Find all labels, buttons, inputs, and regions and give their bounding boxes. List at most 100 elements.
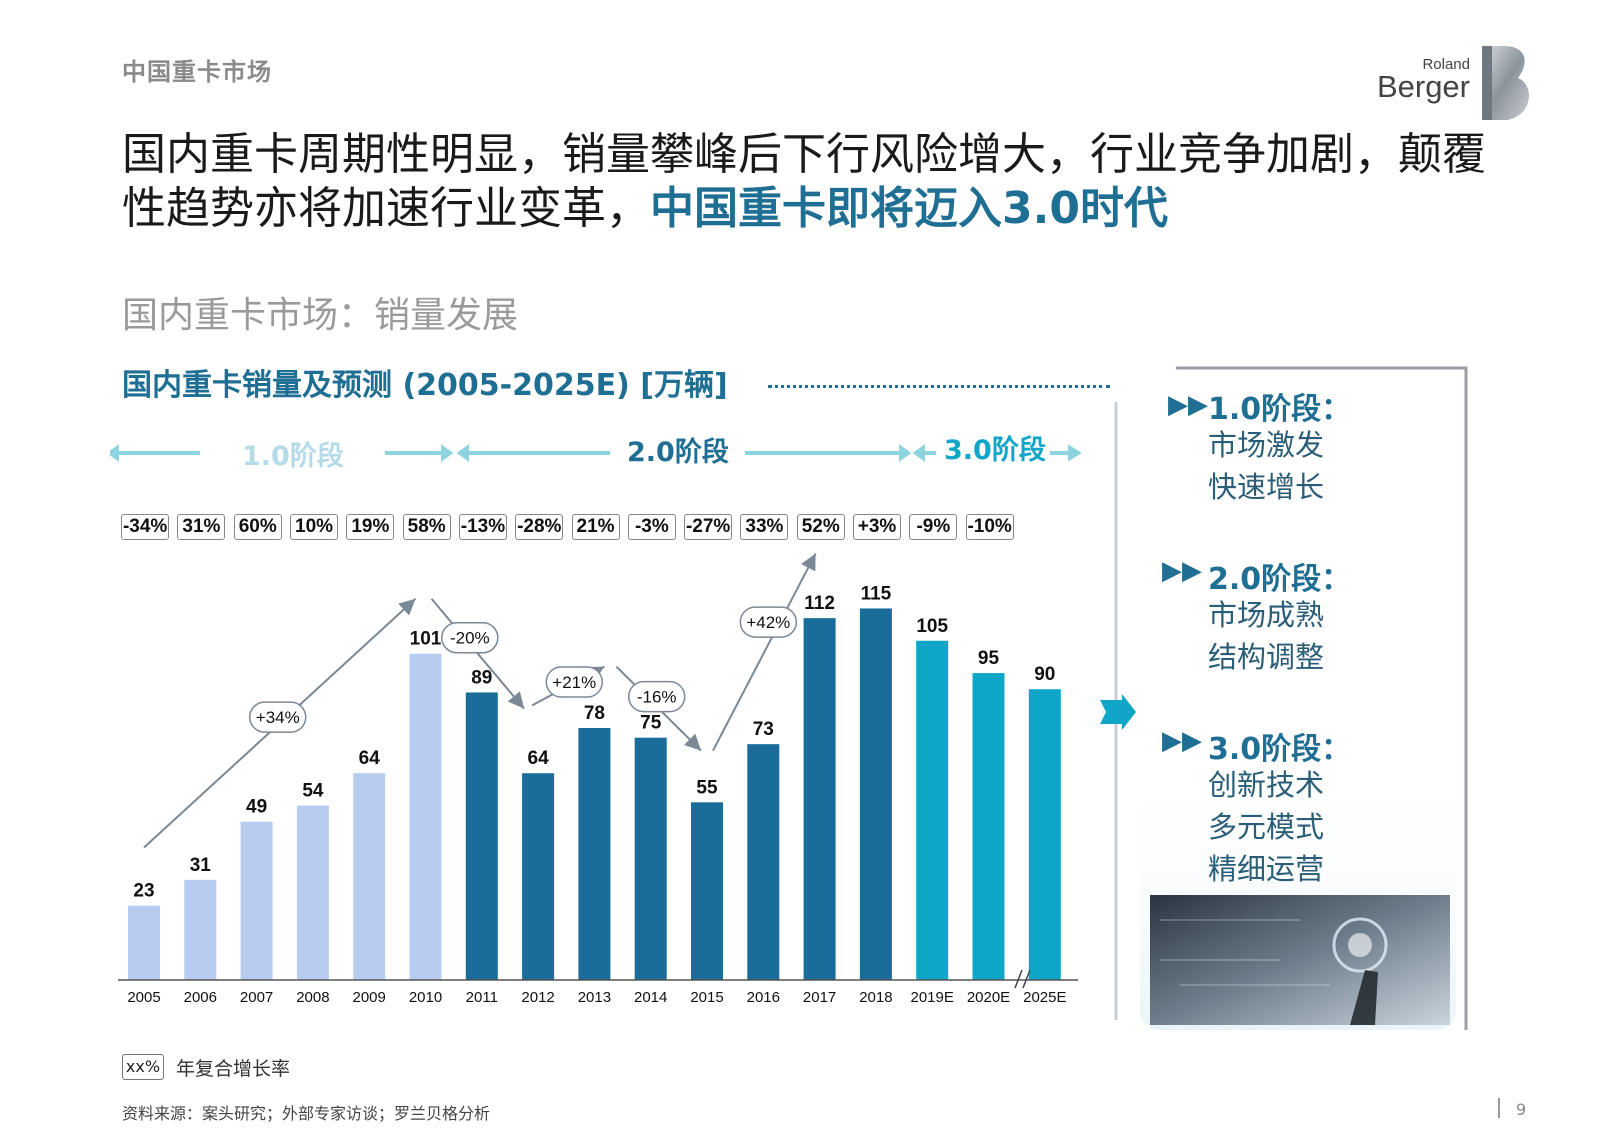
phase-2-label: 2.0阶段 [627,437,729,468]
bar-2005 [128,905,160,980]
transition-arrow-icon [1100,694,1136,730]
bar-2011 [465,692,498,980]
roland-berger-logo: Roland Berger [1376,56,1470,104]
page-number: 9 [1516,1100,1527,1119]
stage-3-desc: 创新技术 多元模式 精细运营 [1208,764,1324,890]
x-tick-label: 2015 [690,989,723,1006]
bar-value-label: 78 [584,703,605,724]
stage-2-title: 2.0阶段： [1208,562,1352,597]
bar-2015 [691,802,723,980]
stage-3-line-2: 多元模式 [1208,810,1325,844]
bar-2013 [578,728,611,980]
bar-value-label: 90 [1034,664,1055,685]
growth-rate-badge: -13% [458,514,507,540]
bar-2012 [522,773,555,980]
stage-1-desc: 市场激发 快速增长 [1208,424,1324,508]
bar-value-label: 73 [753,719,774,740]
arrowhead-icon [507,691,525,709]
double-chevron-icon: ▶▶ [1162,726,1202,756]
stage-2-line-2: 结构调整 [1208,640,1325,674]
trend-annotation: -20% [441,621,499,654]
bar-value-label: 54 [302,781,324,802]
phase-timeline [110,444,1082,462]
stage-3-line-1: 创新技术 [1208,768,1325,802]
growth-rate-badge: 60% [233,514,282,540]
x-tick-label: 2006 [184,989,217,1006]
x-tick-label: 2009 [353,989,386,1006]
bar-2019E [916,640,949,980]
arrowhead-icon [684,733,701,751]
bar-value-label: 89 [471,667,492,688]
growth-rate-badge: +3% [853,514,902,540]
x-tick-label: 2010 [409,989,442,1006]
bar-value-label: 49 [246,797,267,818]
bar-value-label: 64 [359,748,381,769]
x-tick-label: 2012 [521,989,554,1006]
arrowhead-icon [398,598,416,616]
bar-2014 [634,737,667,980]
bar-2008 [296,805,329,980]
headline-text: 国内重卡周期性明显，销量攀峰后下行风险增大，行业竞争加剧，颠覆性趋势亦将加速行业… [122,129,1486,234]
x-tick-label: 2020E [967,989,1010,1006]
bar-2016 [747,744,780,980]
bar-value-label: 31 [190,855,212,876]
trend-annotation: +21% [545,666,603,698]
trend-line [712,553,817,752]
x-tick-label: 2016 [747,989,780,1006]
chart-title: 国内重卡销量及预测 (2005-2025E) [万辆] [122,368,728,403]
growth-rate-badge: 52% [796,514,845,540]
stage-3-line-3: 精细运营 [1208,852,1325,886]
berger-b-logo-icon [1482,46,1529,120]
growth-rate-badge: -27% [684,514,733,540]
stage-2-desc: 市场成熟 结构调整 [1208,594,1324,678]
x-tick-label: 2005 [127,989,160,1006]
x-tick-label: 2017 [803,989,836,1006]
growth-rate-badge: 21% [571,514,620,540]
x-tick-label: 2019E [911,989,954,1006]
bar-2018 [859,608,892,980]
trend-annotation: +42% [739,606,798,638]
subheading: 国内重卡市场：销量发展 [122,295,519,336]
x-tick-label: 2014 [634,989,667,1006]
logo-big-text: Berger [1376,69,1470,104]
dotted-divider [768,385,1110,388]
trend-annotation-label: +34% [256,708,300,727]
growth-rate-badge: 31% [177,514,226,540]
growth-rate-badge: 33% [740,514,789,540]
growth-rate-badge: -9% [909,514,958,540]
bar-value-label: 23 [133,881,154,902]
phase-1-label: 1.0阶段 [242,441,344,472]
x-tick-label: 2008 [296,989,329,1006]
axis-break-icon [1014,969,1031,989]
arrowhead-icon [801,553,816,572]
trend-annotation-label: +21% [552,673,596,692]
logo-small-text: Roland [1422,56,1470,73]
growth-rate-badge: -10% [965,514,1014,540]
bar-2020E [972,673,1005,980]
legend-sample-box: xx% [122,1054,164,1080]
phase-3-label: 3.0阶段 [944,435,1046,466]
source-note: 资料来源：案头研究；外部专家访谈；罗兰贝格分析 [122,1104,491,1123]
bar-value-label: 105 [916,616,948,637]
growth-rate-badge: -3% [627,514,676,540]
double-chevron-icon: ▶▶ [1168,390,1208,420]
legend-label: 年复合增长率 [176,1058,291,1080]
stage-2-line-1: 市场成熟 [1208,598,1325,632]
stage-1-title: 1.0阶段： [1208,392,1352,427]
headline: 国内重卡周期性明显，销量攀峰后下行风险增大，行业竞争加剧，颠覆性趋势亦将加速行业… [122,128,1502,236]
section-tag: 中国重卡市场 [122,58,272,86]
trend-annotation: -16% [627,680,686,713]
trend-line [430,598,525,710]
bar-2007 [240,821,273,980]
bar-value-label: 112 [804,593,835,614]
bar-2006 [184,879,217,980]
x-tick-label: 2013 [578,989,611,1006]
double-chevron-icon: ▶▶ [1162,556,1202,586]
trend-annotation-label: -16% [637,688,677,707]
stage-3-title: 3.0阶段： [1208,732,1352,767]
bar-2009 [353,773,386,980]
bar-value-label: 64 [528,748,550,769]
x-tick-label: 2011 [466,989,498,1006]
trend-annotation: +34% [249,701,307,733]
bar-value-label: 101 [410,629,442,650]
